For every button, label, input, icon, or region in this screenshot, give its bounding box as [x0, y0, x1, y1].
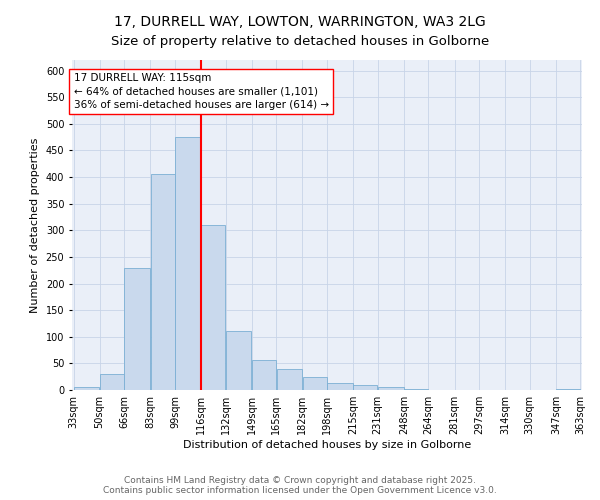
Bar	[353, 384, 377, 390]
Bar	[100, 374, 124, 390]
X-axis label: Distribution of detached houses by size in Golborne: Distribution of detached houses by size …	[183, 440, 471, 450]
Bar	[74, 388, 100, 390]
Bar	[151, 174, 175, 390]
Bar	[201, 225, 226, 390]
Text: 17 DURRELL WAY: 115sqm
← 64% of detached houses are smaller (1,101)
36% of semi-: 17 DURRELL WAY: 115sqm ← 64% of detached…	[74, 74, 329, 110]
Text: Size of property relative to detached houses in Golborne: Size of property relative to detached ho…	[111, 35, 489, 48]
Bar	[175, 137, 201, 390]
Bar	[404, 389, 428, 390]
Y-axis label: Number of detached properties: Number of detached properties	[30, 138, 40, 312]
Bar	[302, 376, 327, 390]
Bar	[277, 368, 302, 390]
Bar	[378, 388, 404, 390]
Bar	[226, 332, 251, 390]
Bar	[124, 268, 150, 390]
Bar	[252, 360, 276, 390]
Text: 17, DURRELL WAY, LOWTON, WARRINGTON, WA3 2LG: 17, DURRELL WAY, LOWTON, WARRINGTON, WA3…	[114, 15, 486, 29]
Text: Contains HM Land Registry data © Crown copyright and database right 2025.
Contai: Contains HM Land Registry data © Crown c…	[103, 476, 497, 495]
Bar	[327, 382, 353, 390]
Bar	[556, 389, 580, 390]
